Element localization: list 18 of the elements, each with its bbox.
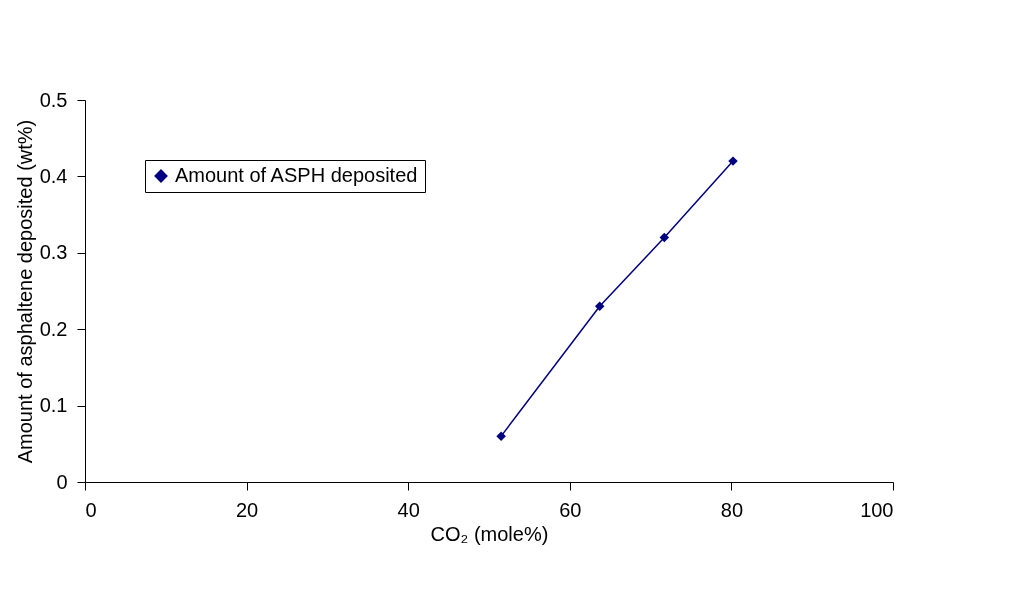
- x-tick-label: 100: [860, 498, 894, 521]
- x-axis-title: CO₂ (mole%): [430, 522, 549, 545]
- x-tick-label: 40: [397, 498, 420, 521]
- y-tick-label: 0.4: [39, 164, 68, 187]
- point: [659, 232, 670, 243]
- y-tick-label: 0: [56, 470, 68, 493]
- x-tick-label: 60: [559, 498, 582, 521]
- y-axis-title: Amount of asphaltene deposited (wt%): [13, 119, 36, 464]
- y-tick-label: 0.1: [39, 394, 68, 417]
- y-tick-label: 0.3: [39, 241, 68, 264]
- legend-label: Amount of ASPH deposited: [175, 164, 418, 186]
- y-tick-label: 0.2: [39, 317, 68, 340]
- point: [496, 431, 506, 441]
- point: [594, 301, 605, 312]
- x-tick-label: 0: [85, 498, 97, 521]
- x-tick-label: 20: [235, 498, 259, 521]
- x-tick-label: 80: [720, 498, 744, 521]
- y-tick-label: 0.5: [39, 88, 68, 111]
